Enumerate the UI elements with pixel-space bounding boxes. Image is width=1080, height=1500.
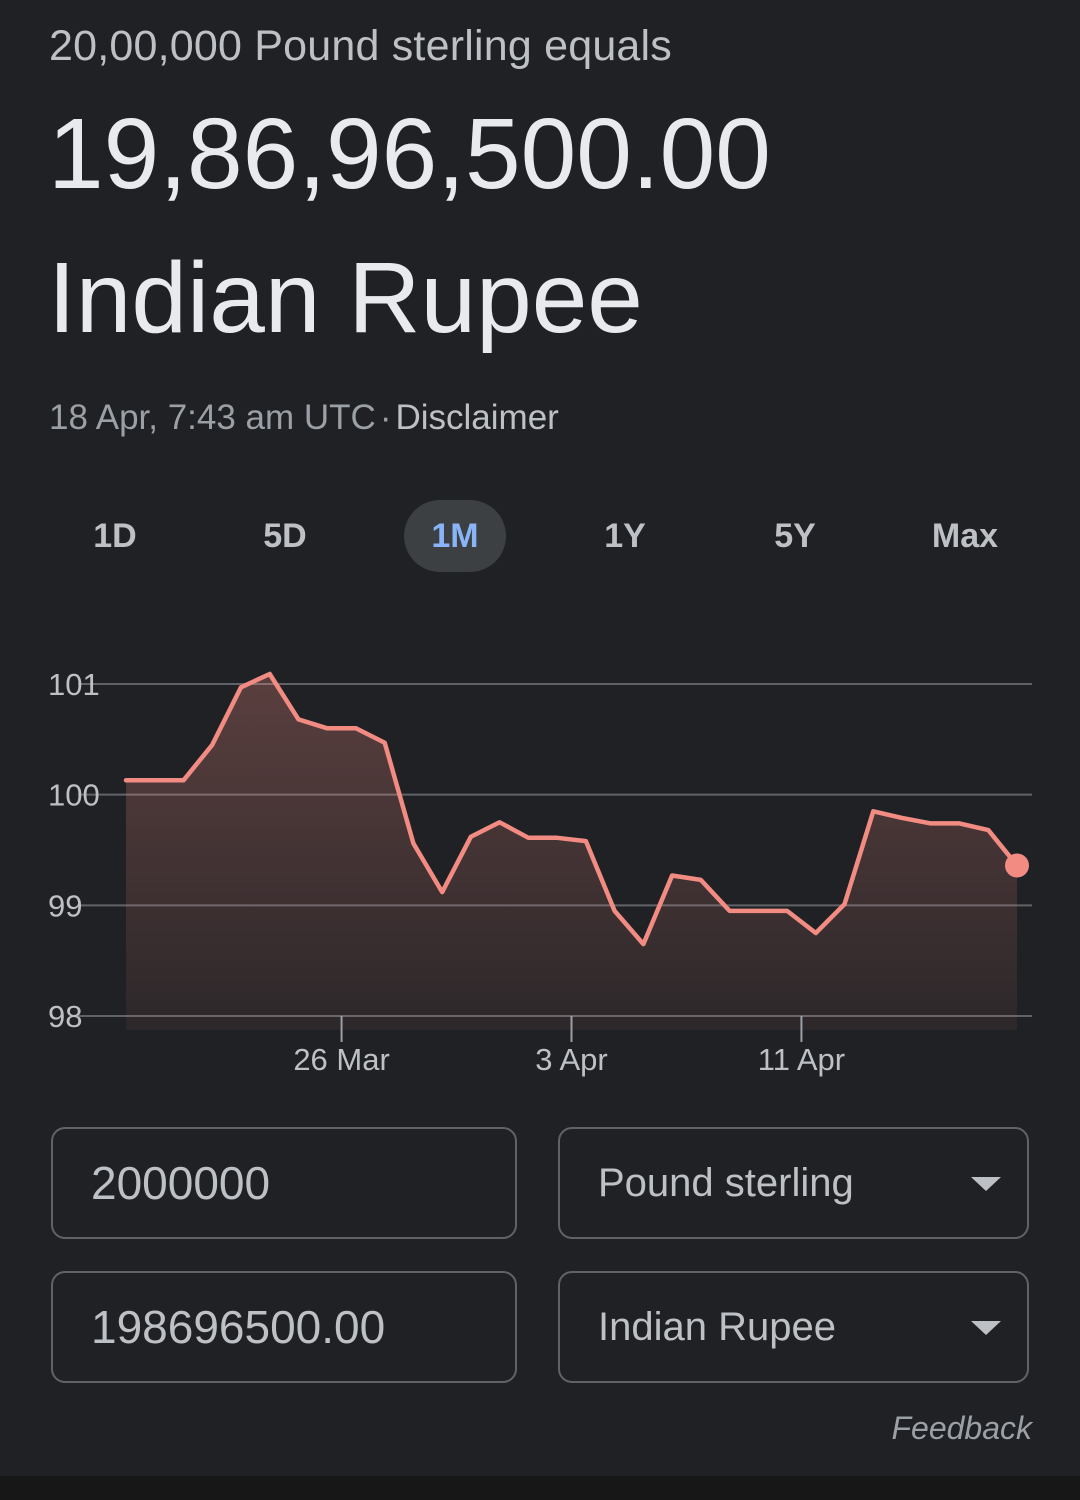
bottom-edge — [0, 1476, 1080, 1500]
range-tab-1y[interactable]: 1Y — [604, 517, 646, 555]
range-tab-1d[interactable]: 1D — [93, 517, 137, 555]
data-point — [728, 909, 732, 913]
to-amount-field[interactable]: 198696500.00 — [51, 1271, 517, 1383]
time-range-selector: 1D 5D 1M 1Y 5Y Max — [30, 500, 1050, 574]
from-currency-select[interactable]: Pound sterling — [558, 1127, 1029, 1239]
from-amount-field[interactable]: 2000000 — [51, 1127, 517, 1239]
range-tab-5d[interactable]: 5D — [263, 517, 307, 555]
data-point — [814, 931, 818, 935]
chart-area-fill — [126, 674, 1017, 1030]
data-point — [239, 685, 243, 689]
y-tick-label: 98 — [48, 999, 82, 1034]
data-point — [986, 828, 990, 832]
range-tab-1m[interactable]: 1M — [404, 500, 506, 572]
to-amount-value: 198696500.00 — [91, 1301, 386, 1353]
data-point — [584, 839, 588, 843]
feedback-link[interactable]: Feedback — [891, 1410, 1032, 1446]
rate-series-line — [123, 671, 1020, 947]
data-point — [411, 841, 415, 845]
y-tick-label: 100 — [48, 778, 100, 813]
to-currency-select[interactable]: Indian Rupee — [558, 1271, 1029, 1383]
data-point — [181, 778, 185, 782]
y-tick-label: 101 — [48, 667, 100, 702]
data-point — [210, 743, 214, 747]
conversion-summary: 20,00,000 Pound sterling equals — [49, 22, 673, 70]
data-point — [929, 821, 933, 825]
converted-amount: 19,86,96,500.00 — [48, 98, 771, 210]
data-point — [153, 778, 157, 782]
data-point — [871, 809, 875, 813]
dropdown-arrow-icon — [971, 1321, 1001, 1335]
data-point — [699, 878, 703, 882]
data-point — [670, 873, 674, 877]
target-currency-name: Indian Rupee — [48, 242, 643, 354]
separator: · — [379, 398, 392, 437]
dropdown-arrow-icon — [971, 1177, 1001, 1191]
data-point — [383, 741, 387, 745]
data-point — [613, 909, 617, 913]
x-tick-label: 11 Apr — [758, 1042, 845, 1077]
data-point — [325, 726, 329, 730]
data-point — [756, 909, 760, 913]
data-point — [958, 821, 962, 825]
range-tab-5y[interactable]: 5Y — [774, 517, 816, 555]
data-point — [641, 942, 645, 946]
current-point-marker — [1005, 853, 1029, 878]
from-currency-value: Pound sterling — [598, 1161, 854, 1205]
exchange-rate-chart[interactable]: 101 100 99 98 26 Mar 3 Apr 11 Apr — [0, 620, 1080, 1090]
to-currency-value: Indian Rupee — [598, 1305, 836, 1349]
data-point — [469, 835, 473, 839]
data-point — [555, 836, 559, 840]
y-tick-label: 99 — [48, 888, 82, 923]
data-point — [526, 836, 530, 840]
rate-timestamp-line: 18 Apr, 7:43 am UTC · Disclaimer — [49, 398, 559, 438]
disclaimer-link[interactable]: Disclaimer — [395, 398, 559, 437]
data-point — [440, 890, 444, 894]
range-tab-max[interactable]: Max — [931, 517, 999, 555]
timestamp: 18 Apr, 7:43 am UTC — [49, 398, 376, 437]
data-point — [296, 717, 300, 721]
data-point — [785, 909, 789, 913]
x-tick-label: 3 Apr — [535, 1042, 607, 1077]
data-point — [354, 726, 358, 730]
data-point — [268, 672, 272, 676]
data-point — [843, 902, 847, 906]
data-point — [124, 778, 128, 782]
data-point — [498, 820, 502, 824]
data-point — [900, 816, 904, 820]
x-tick-label: 26 Mar — [293, 1042, 389, 1077]
from-amount-value: 2000000 — [91, 1157, 271, 1209]
